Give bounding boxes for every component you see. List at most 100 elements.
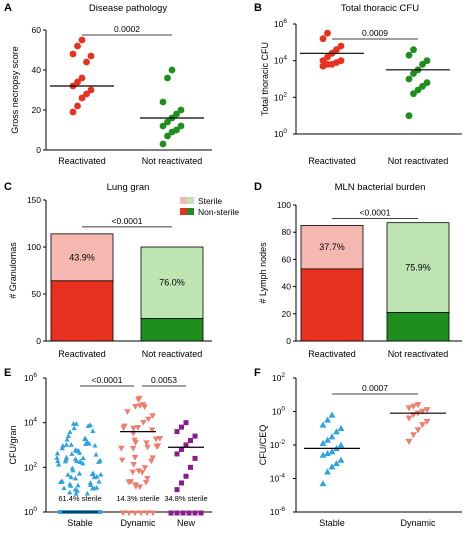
panel-c-bar-percent-label: 43.9%: [69, 252, 95, 262]
panel-e-point-stable: [67, 429, 73, 435]
panel-e-point-dynamic: [149, 455, 156, 462]
panel-b-ytick-label: 100: [274, 128, 287, 139]
legend-swatch-sterile-green: [187, 197, 194, 204]
panel-e-ytick-label: 104: [24, 417, 37, 428]
panel-f-point-stable: [328, 448, 336, 455]
panel-e-point-dynamic: [144, 444, 151, 451]
panel-c-ytick-label: 50: [32, 289, 42, 299]
panel-f-ytick-label: 10-6: [270, 506, 286, 517]
panel-c-letter: C: [4, 181, 12, 193]
panel-f-point-dynamic: [414, 402, 422, 409]
panel-e-category-label: Dynamic: [120, 518, 156, 528]
panel-b-point-reactivated: [319, 62, 327, 70]
panel-d-bar-percent-label: 75.9%: [405, 263, 431, 273]
panel-e-point-dynamic: [141, 404, 148, 411]
panel-e-sterile-label: 61.4% sterile: [58, 494, 101, 503]
panel-b-pvalue: 0.0009: [362, 28, 388, 38]
panel-f-point-stable: [333, 428, 340, 435]
panel-e-point-dynamic: [134, 425, 142, 431]
legend-swatch-non-sterile-green: [187, 208, 194, 215]
panel-e-point-stable: [55, 458, 61, 464]
panel-e-letter: E: [4, 367, 11, 379]
panel-e-ytick-label: 100: [24, 506, 37, 517]
panel-e-point-new: [183, 473, 189, 479]
panel-a-point-not-reactivated: [177, 122, 185, 130]
panel-e-point-stable: [97, 457, 103, 463]
panel-e-point-new: [179, 446, 184, 452]
panel-e-point-new: [174, 510, 180, 516]
panel-f-category-label: Dynamic: [400, 518, 436, 528]
panel-f-point-dynamic: [414, 427, 422, 434]
panel-e-point-stable: [76, 470, 83, 476]
panel-e-point-dynamic: [143, 510, 151, 517]
panel-e-point-new: [183, 442, 189, 448]
panel-f-ytick-label: 100: [272, 406, 285, 417]
panel-e-point-dynamic: [148, 458, 155, 465]
panel-e-point-stable: [71, 425, 77, 431]
panel-e-point-stable: [96, 478, 102, 484]
panel-a-category-label: Not reactivated: [142, 156, 203, 166]
panel-a-point-not-reactivated: [159, 98, 167, 106]
panel-c-ylabel: # Granulomas: [8, 242, 18, 299]
panel-e-point-stable: [84, 490, 90, 496]
legend-swatch-sterile-red: [180, 197, 187, 204]
panel-e-point-new: [192, 433, 198, 439]
panel-a-point-reactivated: [74, 78, 81, 86]
panel-e-point-dynamic: [121, 423, 128, 430]
panel-e-point-dynamic: [132, 483, 140, 490]
panel-e-point-stable: [68, 474, 74, 480]
panel-a-pvalue: 0.0002: [114, 24, 140, 34]
legend-label-sterile: Sterile: [198, 196, 222, 206]
panel-c-bar-non-sterile: [140, 318, 204, 342]
panel-e-point-dynamic: [119, 510, 127, 517]
panel-a-letter: A: [4, 2, 12, 14]
panel-b-point-not-reactivated: [410, 70, 417, 77]
panel-e-point-stable: [93, 451, 99, 457]
panel-e-point-stable: [58, 479, 64, 485]
panel-b-point-reactivated: [333, 46, 340, 54]
panel-e-category-label: New: [177, 518, 196, 528]
panel-e-point-dynamic: [142, 479, 150, 486]
legend-swatch-non-sterile-red: [180, 208, 187, 215]
panel-a-ytick-label: 20: [32, 105, 42, 115]
panel-e-point-dynamic: [132, 404, 139, 410]
panel-e-point-dynamic: [154, 443, 162, 450]
panel-a-point-not-reactivated: [164, 132, 171, 140]
panel-e-point-stable: [59, 445, 65, 451]
panel-d-ylabel: # Lymph nodes: [258, 242, 268, 304]
panel-e-point-stable: [92, 442, 98, 448]
panel-c-ytick-label: 150: [27, 195, 41, 205]
panel-e-point-stable: [73, 421, 79, 426]
panel-e-point-new: [183, 420, 189, 426]
panel-e-point-dynamic: [125, 510, 133, 517]
panel-b-ytick-label: 104: [274, 55, 287, 66]
panel-e-point-dynamic: [132, 439, 139, 446]
panel-b-point-not-reactivated: [423, 57, 431, 65]
panel-b-point-not-reactivated: [419, 60, 426, 68]
panel-e-point-dynamic: [145, 416, 152, 423]
panel-e-point-dynamic: [140, 419, 147, 426]
panel-a-ytick-label: 0: [36, 145, 41, 155]
panel-f-point-dynamic: [419, 408, 426, 415]
panel-e-point-dynamic: [131, 510, 139, 517]
panel-e-point-dynamic: [149, 510, 157, 517]
panel-e-point-new: [174, 487, 180, 493]
panel-c-pvalue: <0.0001: [112, 216, 143, 226]
panel-c-bar-non-sterile: [50, 280, 114, 342]
panel-b-point-not-reactivated: [410, 90, 417, 98]
panel-b-point-reactivated: [324, 53, 331, 61]
panel-a-point-reactivated: [74, 42, 81, 50]
panel-d-bar-non-sterile: [300, 268, 364, 342]
panel-a-point-reactivated: [87, 52, 95, 60]
panel-a-ylabel: Gross necropsy score: [10, 46, 20, 134]
panel-d-ytick-label: 100: [277, 200, 291, 210]
panel-e-point-new: [192, 510, 198, 516]
panel-e-point-stable: [80, 460, 86, 466]
panel-a-point-reactivated: [78, 94, 86, 102]
panel-a-ytick-label: 60: [32, 25, 42, 35]
panel-a-point-reactivated: [83, 90, 90, 98]
panel-e-point-new: [192, 455, 198, 461]
panel-e-point-stable: [63, 442, 70, 447]
panel-e-point-stable: [72, 475, 79, 481]
panel-f-point-dynamic: [419, 422, 426, 429]
